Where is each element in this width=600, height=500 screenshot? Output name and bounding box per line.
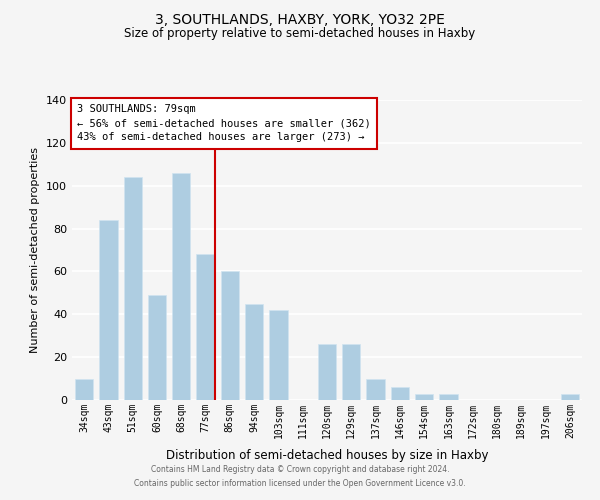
Bar xyxy=(439,394,458,400)
Bar xyxy=(342,344,361,400)
Bar xyxy=(172,173,190,400)
Bar xyxy=(100,220,118,400)
Bar xyxy=(75,378,93,400)
Bar xyxy=(221,272,239,400)
Bar xyxy=(415,394,433,400)
Text: Contains HM Land Registry data © Crown copyright and database right 2024.
Contai: Contains HM Land Registry data © Crown c… xyxy=(134,466,466,487)
Bar xyxy=(367,378,385,400)
Bar xyxy=(318,344,336,400)
Bar xyxy=(148,295,166,400)
Text: Size of property relative to semi-detached houses in Haxby: Size of property relative to semi-detach… xyxy=(124,28,476,40)
Text: 3 SOUTHLANDS: 79sqm
← 56% of semi-detached houses are smaller (362)
43% of semi-: 3 SOUTHLANDS: 79sqm ← 56% of semi-detach… xyxy=(77,104,371,142)
Y-axis label: Number of semi-detached properties: Number of semi-detached properties xyxy=(31,147,40,353)
Bar xyxy=(269,310,287,400)
Bar xyxy=(124,177,142,400)
Bar xyxy=(245,304,263,400)
Bar xyxy=(391,387,409,400)
Bar xyxy=(561,394,579,400)
X-axis label: Distribution of semi-detached houses by size in Haxby: Distribution of semi-detached houses by … xyxy=(166,449,488,462)
Text: 3, SOUTHLANDS, HAXBY, YORK, YO32 2PE: 3, SOUTHLANDS, HAXBY, YORK, YO32 2PE xyxy=(155,12,445,26)
Bar xyxy=(196,254,215,400)
